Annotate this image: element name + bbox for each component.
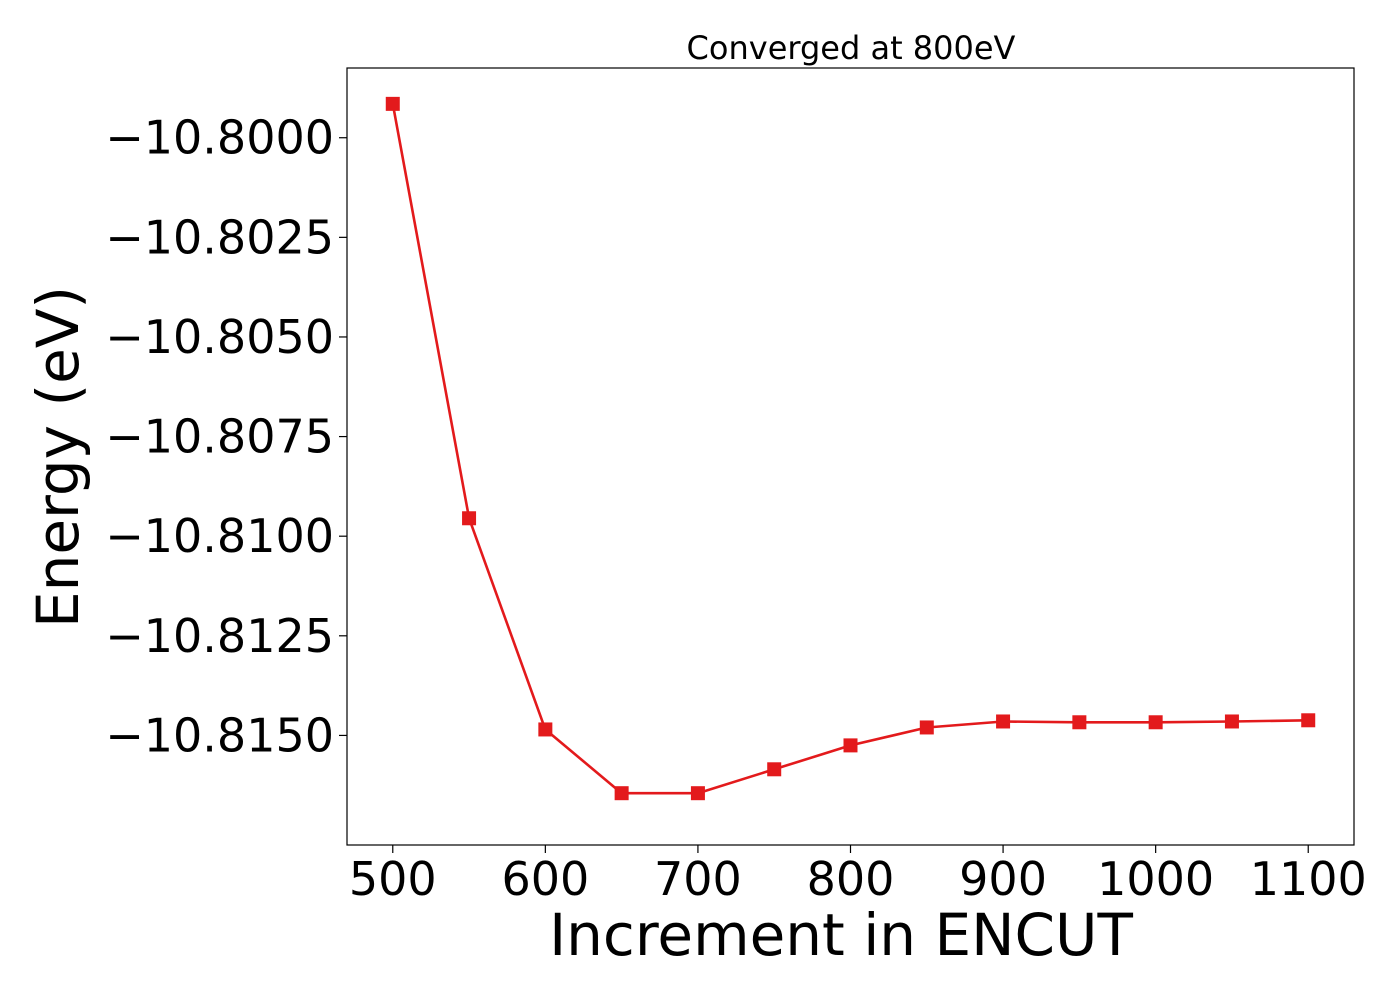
x-tick-label: 1100 <box>1250 852 1367 906</box>
data-point-marker <box>996 714 1011 729</box>
data-point-marker <box>843 738 858 753</box>
data-point-marker <box>1224 714 1239 729</box>
data-point-marker <box>1072 715 1087 730</box>
data-point-marker <box>767 762 782 777</box>
plot-area-frame <box>346 67 1355 846</box>
x-tick-label: 600 <box>501 852 589 906</box>
y-tick-label: −10.8000 <box>105 111 334 165</box>
x-tick-label: 900 <box>959 852 1047 906</box>
x-axis-label: Increment in ENCUT <box>549 901 1133 969</box>
data-point-marker <box>1148 715 1163 730</box>
y-axis-ticks: −10.8000 −10.8025 −10.8050 −10.8075 −10.8100… <box>105 111 347 762</box>
y-tick-label: −10.8125 <box>105 609 334 663</box>
series-line <box>391 103 1309 795</box>
data-point-marker <box>462 511 477 526</box>
y-tick-label: −10.8050 <box>105 310 334 364</box>
data-point-marker <box>385 96 400 111</box>
y-tick-label: −10.8150 <box>105 708 334 762</box>
data-point-marker <box>614 786 629 801</box>
y-tick-label: −10.8025 <box>105 210 334 264</box>
data-point-marker <box>690 786 705 801</box>
data-series <box>385 96 1316 801</box>
data-point-marker <box>919 720 934 735</box>
x-tick-label: 700 <box>654 852 742 906</box>
chart-title: Converged at 800eV <box>687 29 1016 67</box>
x-tick-label: 1000 <box>1097 852 1214 906</box>
data-point-marker <box>538 722 553 737</box>
y-axis-label: Energy (eV) <box>24 286 92 628</box>
y-tick-label: −10.8100 <box>105 509 334 563</box>
data-point-marker <box>1301 713 1316 728</box>
x-tick-label: 800 <box>807 852 895 906</box>
y-tick-label: −10.8075 <box>105 410 334 464</box>
x-tick-label: 500 <box>349 852 437 906</box>
x-axis-ticks: 500 600 700 800 900 1000 1100 <box>349 845 1367 906</box>
